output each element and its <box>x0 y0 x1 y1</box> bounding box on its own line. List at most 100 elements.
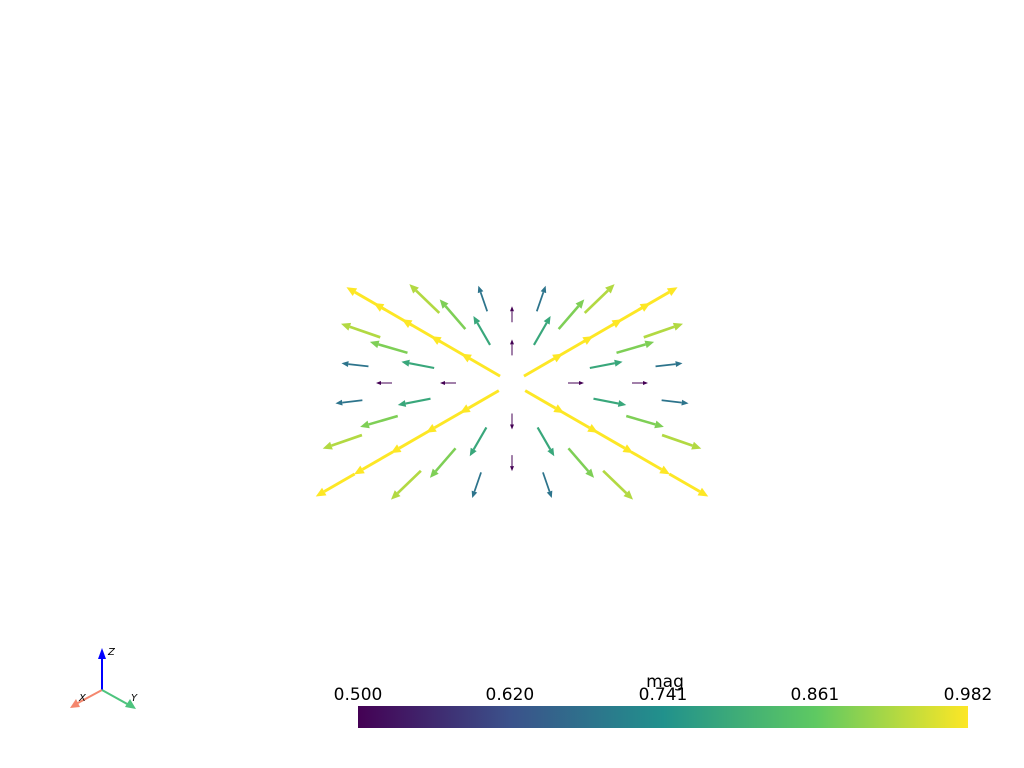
arrow-shaft <box>415 289 441 314</box>
arrow <box>533 316 551 346</box>
arrow-head <box>397 400 407 407</box>
arrow-shaft <box>523 357 556 378</box>
arrow-shaft <box>434 447 457 473</box>
scalar-bar-tick-label: 0.982 <box>944 685 993 705</box>
arrow-head <box>473 316 481 325</box>
arrow-shaft <box>473 472 482 492</box>
arrow-shaft <box>616 343 646 355</box>
scalar-bar-tick-label: 0.500 <box>334 685 383 705</box>
arrow <box>616 340 655 355</box>
arrow-shaft <box>361 450 394 471</box>
arrow-head <box>579 381 584 385</box>
arrow-head <box>585 468 595 478</box>
x-label: X <box>78 693 87 704</box>
y-axis-head <box>125 699 136 709</box>
arrow-head <box>401 319 413 328</box>
arrow-shaft <box>468 357 501 378</box>
y-label: Y <box>131 693 138 704</box>
arrow <box>510 339 514 356</box>
arrow <box>397 397 431 407</box>
arrow-head <box>543 316 551 325</box>
arrow-head <box>376 381 381 385</box>
arrow <box>401 359 435 370</box>
arrow-shaft <box>342 399 363 404</box>
arrow-head <box>654 420 664 429</box>
arrow-head <box>644 340 655 349</box>
arrow-shaft <box>558 408 591 430</box>
arrow-shaft <box>661 399 682 404</box>
arrow <box>655 361 683 368</box>
arrow <box>473 316 491 346</box>
arrow-shaft <box>655 363 676 368</box>
x-axis <box>75 689 103 705</box>
arrow <box>429 447 457 478</box>
arrow-shaft <box>349 325 381 339</box>
arrow-shaft <box>378 343 408 355</box>
arrow <box>461 353 501 378</box>
orientation-axes: Z X Y <box>70 647 138 709</box>
arrow-head <box>360 420 370 429</box>
arrow-head <box>409 284 419 294</box>
arrow <box>593 397 627 407</box>
arrow-shaft <box>405 397 431 405</box>
arrow-shaft <box>472 426 488 451</box>
scalar-bar-tick-label: 0.741 <box>639 685 688 705</box>
arrow-shaft <box>582 322 615 344</box>
arrow-shaft <box>444 305 467 330</box>
arrow <box>469 426 488 457</box>
arrow-head <box>547 447 555 457</box>
arrow-shaft <box>542 472 551 492</box>
arrow-head <box>440 381 445 385</box>
arrow <box>643 322 683 339</box>
arrow-head <box>540 285 547 294</box>
arrow <box>341 361 369 368</box>
arrow <box>341 322 381 339</box>
arrow <box>354 450 394 475</box>
arrow-head <box>461 353 472 363</box>
arrow-head <box>510 424 514 430</box>
arrow-head <box>469 447 477 457</box>
arrow-shaft <box>661 433 693 447</box>
arrow-head <box>622 444 634 454</box>
arrow-shaft <box>408 362 435 370</box>
arrow-head <box>390 444 402 454</box>
arrow-shaft <box>668 472 701 493</box>
arrow-head <box>659 465 670 475</box>
arrow-shaft <box>593 397 619 405</box>
arrow-shaft <box>589 362 616 370</box>
arrow <box>360 414 399 429</box>
arrow-shaft <box>610 306 643 327</box>
arrow <box>322 433 363 450</box>
arrow-shaft <box>524 389 557 410</box>
y-axis <box>101 689 130 706</box>
arrow <box>535 285 547 312</box>
arrow <box>536 426 555 457</box>
arrow-head <box>430 336 442 345</box>
scalar-bar-tick-label: 0.861 <box>791 685 840 705</box>
arrow-shaft <box>602 469 628 495</box>
arrow-glyphs <box>315 284 709 500</box>
arrow <box>661 433 702 450</box>
arrow-head <box>341 322 352 331</box>
arrow-head <box>459 404 471 414</box>
arrow-shaft <box>433 408 466 430</box>
arrow <box>568 381 584 385</box>
scalar-bar-title: mag <box>646 672 684 692</box>
arrow-head <box>691 441 702 450</box>
arrow-shaft <box>368 414 399 426</box>
arrow <box>510 455 514 472</box>
arrow <box>668 472 709 497</box>
arrow-head <box>510 339 514 345</box>
arrow-shaft <box>593 429 626 450</box>
arrow <box>369 340 408 355</box>
arrow-shaft <box>398 429 431 450</box>
arrow <box>390 429 431 454</box>
x-axis-head <box>70 699 80 708</box>
arrow-head <box>675 361 683 367</box>
arrow-shaft <box>567 447 590 473</box>
arrow-head <box>315 487 327 497</box>
arrow-head <box>354 465 365 475</box>
arrow-head <box>546 490 553 499</box>
arrow-head <box>697 487 709 497</box>
